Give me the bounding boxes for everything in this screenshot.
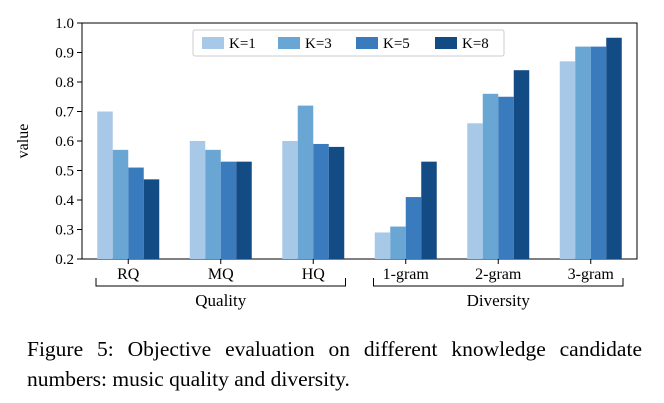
legend-label: K=8 xyxy=(462,36,489,52)
y-tick-label: 0.8 xyxy=(55,75,74,91)
category-groups: Quality Diversity xyxy=(95,278,624,310)
x-tick-label: 2-gram xyxy=(475,266,522,283)
group-label: Diversity xyxy=(467,291,531,310)
bar-hq-k5 xyxy=(313,143,329,259)
y-axis: 0.2 0.3 0.4 0.5 0.6 0.7 0.8 0.9 1.0 xyxy=(55,16,82,268)
figure-caption: Figure 5: Objective evaluation on differ… xyxy=(27,337,642,391)
legend-swatch-k8 xyxy=(435,37,457,49)
x-tick-label: RQ xyxy=(117,266,140,283)
plot-area xyxy=(81,22,638,260)
bar-1-gram-k3 xyxy=(390,226,406,259)
y-axis-label: value xyxy=(15,124,32,159)
bar-rq-k1 xyxy=(97,111,113,259)
bar-2-gram-k3 xyxy=(482,93,499,259)
bar-2-gram-k1 xyxy=(467,123,483,259)
legend: K=1 K=3 K=5 K=8 xyxy=(192,29,505,57)
y-tick-label: 0.2 xyxy=(55,252,74,268)
group-label: Quality xyxy=(195,291,246,310)
bar-3-gram-k5 xyxy=(590,46,607,259)
bar-mq-k5 xyxy=(220,161,237,259)
legend-label: K=5 xyxy=(383,36,410,52)
group-bracket xyxy=(373,278,624,287)
y-tick-label: 0.5 xyxy=(55,164,74,180)
bar-3-gram-k3 xyxy=(575,46,591,259)
bar-1-gram-k5 xyxy=(405,197,422,259)
bar-rq-k5 xyxy=(128,167,144,259)
bar-mq-k3 xyxy=(205,149,221,259)
legend-swatch-k3 xyxy=(278,37,300,49)
bar-chart: 0.2 0.3 0.4 0.5 0.6 0.7 0.8 0.9 1.0 RQ MQ HQ 1-gram… xyxy=(15,16,638,310)
bar-rq-k3 xyxy=(112,149,129,259)
bar-3-gram-k8 xyxy=(606,37,622,259)
bars xyxy=(97,37,622,259)
bar-hq-k1 xyxy=(282,141,298,259)
bar-2-gram-k5 xyxy=(498,96,514,259)
bar-1-gram-k1 xyxy=(374,232,391,259)
y-tick-label: 0.6 xyxy=(55,134,74,150)
legend-label: K=3 xyxy=(305,36,332,52)
x-tick-label: 3-gram xyxy=(568,266,615,283)
x-tick-label: 1-gram xyxy=(383,266,430,283)
y-tick-label: 0.9 xyxy=(55,46,74,62)
bar-rq-k8 xyxy=(143,179,160,259)
legend-box xyxy=(192,29,505,57)
x-axis: RQ MQ HQ 1-gram 2-gram 3-gram xyxy=(117,259,614,283)
plot-frame xyxy=(81,22,638,260)
bar-mq-k8 xyxy=(236,161,252,259)
y-tick-label: 0.4 xyxy=(55,193,74,209)
y-tick-label: 0.7 xyxy=(55,105,74,121)
bar-mq-k1 xyxy=(189,141,206,259)
x-tick-label: MQ xyxy=(208,266,234,283)
legend-label: K=1 xyxy=(229,36,256,52)
bar-2-gram-k8 xyxy=(513,70,530,259)
y-tick-label: 1.0 xyxy=(55,16,74,32)
x-tick-label: HQ xyxy=(302,266,326,283)
bar-hq-k3 xyxy=(297,105,314,259)
group-bracket xyxy=(95,278,346,287)
legend-swatch-k1 xyxy=(202,37,224,49)
bar-hq-k8 xyxy=(328,146,345,259)
bar-3-gram-k1 xyxy=(559,61,576,259)
y-tick-label: 0.3 xyxy=(55,223,74,239)
bar-1-gram-k8 xyxy=(421,161,437,259)
legend-swatch-k5 xyxy=(356,37,378,49)
